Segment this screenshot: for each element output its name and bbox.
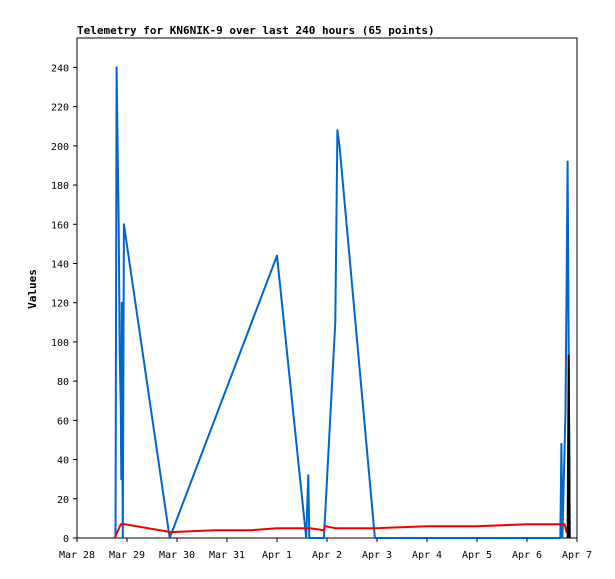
x-tick-label: Apr 2: [312, 550, 342, 561]
series-line-3: [566, 354, 571, 539]
y-tick-label: 60: [57, 416, 69, 427]
y-tick-label: 0: [63, 534, 69, 545]
x-tick-label: Mar 30: [159, 550, 195, 561]
y-tick-label: 20: [57, 495, 69, 506]
x-tick-label: Apr 1: [262, 550, 292, 561]
y-tick-label: 120: [51, 299, 69, 310]
y-axis-label: Values: [26, 269, 39, 309]
x-tick-label: Apr 6: [512, 550, 542, 561]
y-tick-label: 220: [51, 103, 69, 114]
series-line-1: [114, 66, 571, 539]
y-tick-label: 80: [57, 377, 69, 388]
x-tick-label: Mar 28: [59, 550, 95, 561]
x-tick-label: Mar 29: [109, 550, 145, 561]
x-tick-label: Apr 3: [362, 550, 392, 561]
x-tick-label: Mar 31: [209, 550, 245, 561]
y-axis: 0 20 40 60 80 100 120 140 160 180 200 220 240: [51, 63, 77, 545]
x-axis: Mar 28 Mar 29 Mar 30 Mar 31 Apr 1 Apr 2 Apr 3 A…: [59, 538, 592, 561]
y-tick-label: 40: [57, 456, 69, 467]
y-tick-label: 140: [51, 259, 69, 270]
x-tick-label: Apr 5: [462, 550, 492, 561]
series-line-2: [113, 523, 570, 539]
y-tick-label: 200: [51, 142, 69, 153]
y-tick-label: 100: [51, 338, 69, 349]
y-tick-label: 180: [51, 181, 69, 192]
y-tick-label: 240: [51, 63, 69, 74]
x-tick-label: Apr 4: [412, 550, 442, 561]
x-tick-label: Apr 7: [562, 550, 592, 561]
series-layer: [113, 66, 571, 539]
chart-title: Telemetry for KN6NIK-9 over last 240 hou…: [77, 24, 435, 37]
y-tick-label: 160: [51, 220, 69, 231]
